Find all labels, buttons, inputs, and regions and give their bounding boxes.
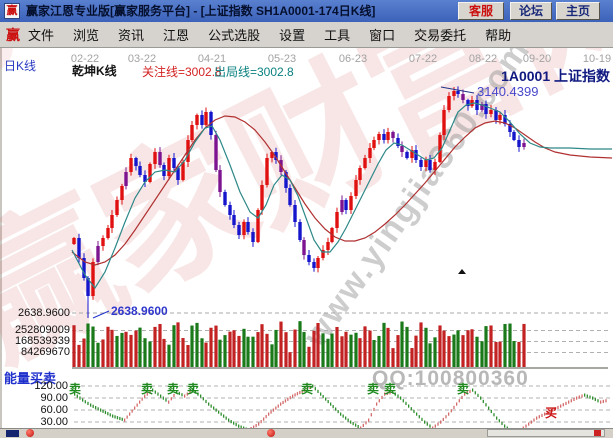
menu-item-1[interactable]: 文件 xyxy=(28,28,55,43)
titlebar-button-3[interactable]: 主页 xyxy=(556,2,600,20)
menu-item-6[interactable]: 设置 xyxy=(279,28,306,43)
indicator-level-label-1: 120.00 xyxy=(34,380,68,392)
menu-item-4[interactable]: 江恩 xyxy=(163,28,190,43)
menu-item-8[interactable]: 窗口 xyxy=(369,28,396,43)
menu-item-9[interactable]: 交易委托 xyxy=(414,28,467,43)
indicator-level-label-3: 60.00 xyxy=(40,404,68,416)
sell-marker: 卖 xyxy=(383,382,396,396)
menu-item-7[interactable]: 工具 xyxy=(324,28,351,43)
sell-marker: 卖 xyxy=(140,382,153,396)
attention-line-label: 关注线=3002.8 xyxy=(142,65,222,79)
exit-line-label: 出局线=3002.8 xyxy=(214,65,294,79)
sell-marker: 卖 xyxy=(456,382,469,396)
date-axis-label-06-23: 06-23 xyxy=(338,53,368,65)
menu-item-10[interactable]: 帮助 xyxy=(485,28,512,43)
date-axis-label-08-22: 08-22 xyxy=(468,53,498,65)
date-axis-label-04-21: 04-21 xyxy=(197,53,227,65)
sell-marker: 卖 xyxy=(166,382,179,396)
indicator-level-label-2: 90.00 xyxy=(40,392,68,404)
date-axis-label-02-22: 02-22 xyxy=(70,53,100,65)
volume-scale-label-1: 252809009 xyxy=(14,324,70,336)
status-bar xyxy=(0,428,613,438)
app-logo-icon: 赢 xyxy=(4,3,20,19)
status-square-icon xyxy=(6,430,19,437)
titlebar-button-1[interactable]: 客服 xyxy=(458,2,504,20)
sell-marker: 卖 xyxy=(366,382,379,396)
pane-label-daily-kline: 日K线 xyxy=(4,59,37,73)
date-axis-label-09-20: 09-20 xyxy=(522,53,552,65)
title-bar: 赢 赢家江恩专业版[赢家服务平台] - [上证指数 SH1A0001-174日K… xyxy=(0,0,613,22)
menu-item-3[interactable]: 资讯 xyxy=(118,28,145,43)
indicator-name: 能量买卖 xyxy=(4,371,57,386)
sell-marker: 卖 xyxy=(186,382,199,396)
sell-marker: 卖 xyxy=(300,382,313,396)
menu-item-5[interactable]: 公式选股 xyxy=(208,28,261,43)
symbol-label: 1A0001 上证指数 xyxy=(501,68,610,84)
price-scale-min: 2638.9600 xyxy=(18,307,70,319)
status-red-mark-icon xyxy=(594,430,601,436)
horizontal-scrollbar[interactable] xyxy=(487,429,605,437)
window-title: 赢家江恩专业版[赢家服务平台] - [上证指数 SH1A0001-174日K线] xyxy=(26,4,376,18)
low-price-label: 2638.9600 xyxy=(111,304,168,318)
status-red-dot-icon-2 xyxy=(267,429,275,437)
status-red-dot-icon xyxy=(26,429,34,437)
titlebar-button-2[interactable]: 论坛 xyxy=(510,2,552,20)
sell-marker: 卖 xyxy=(68,382,81,396)
menu-item-2[interactable]: 浏览 xyxy=(73,28,100,43)
menu-bar: 赢 文件 浏览 资讯 江恩 公式选股 设置 工具 窗口 交易委托 帮助 xyxy=(0,22,613,48)
volume-scale-label-3: 84269670 xyxy=(21,346,70,358)
date-axis-label-05-23: 05-23 xyxy=(267,53,297,65)
date-axis-label-03-22: 03-22 xyxy=(127,53,157,65)
date-axis-label-07-22: 07-22 xyxy=(408,53,438,65)
menu-logo-icon: 赢 xyxy=(6,27,20,43)
peak-price-label: 3140.4399 xyxy=(477,84,539,99)
volume-scale-label-2: 168539339 xyxy=(14,335,70,347)
date-axis-label-10-19: 10-19 xyxy=(582,53,612,65)
buy-marker: 买 xyxy=(544,406,557,420)
kline-type-label: 乾坤K线 xyxy=(72,64,117,78)
indicator-level-label-4: 30.00 xyxy=(40,416,68,428)
